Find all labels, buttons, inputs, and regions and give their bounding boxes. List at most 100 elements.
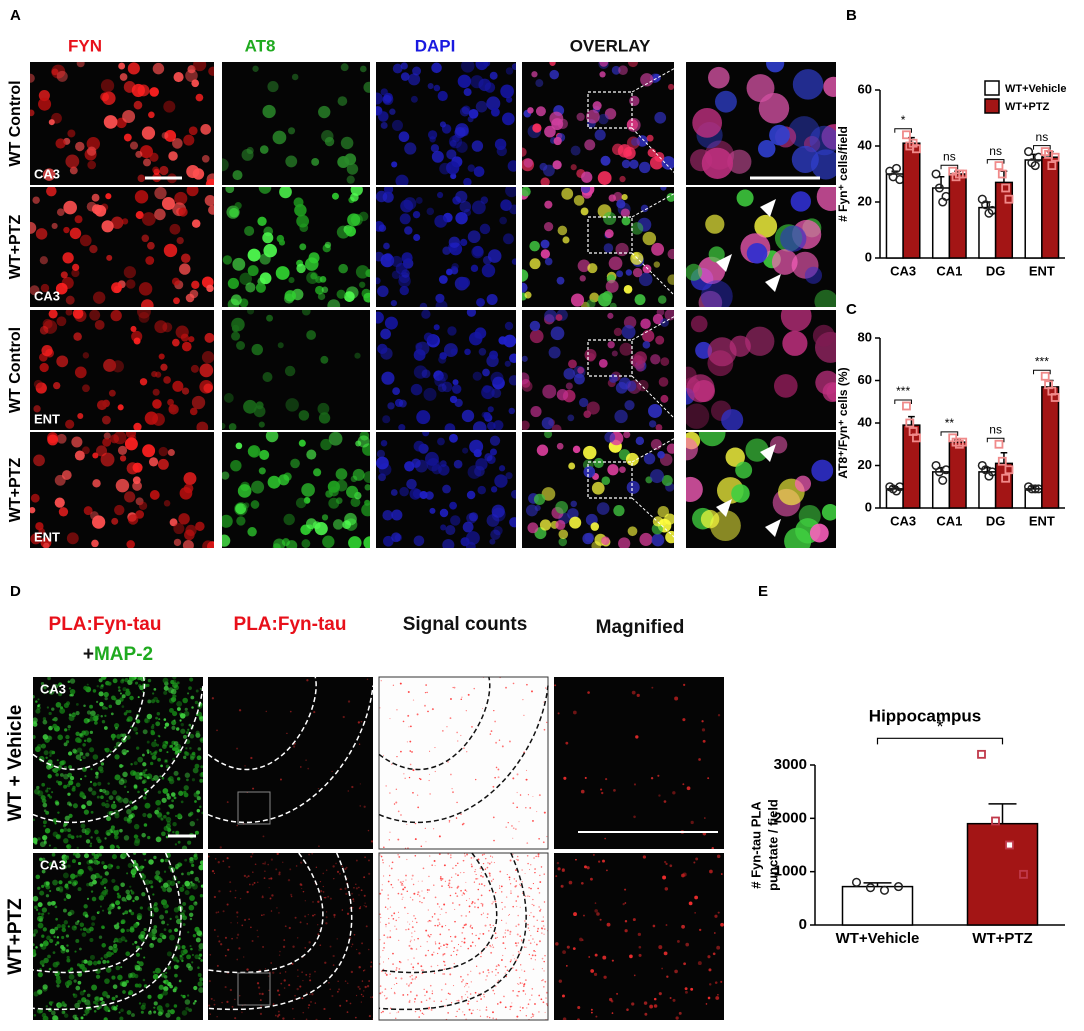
cell — [137, 983, 142, 988]
cell — [331, 994, 334, 998]
cell — [686, 263, 703, 281]
region-label: CA3 — [34, 288, 60, 303]
cell — [798, 504, 821, 528]
cell — [143, 956, 146, 959]
cell — [537, 887, 539, 890]
cell — [534, 951, 536, 953]
cell — [485, 1006, 488, 1008]
cell — [449, 717, 452, 720]
cell — [115, 900, 121, 906]
cell — [188, 336, 195, 343]
cell — [633, 783, 637, 786]
cell — [538, 892, 541, 894]
cell — [512, 990, 514, 992]
cell — [572, 947, 576, 951]
cell — [294, 994, 296, 997]
cell — [379, 854, 381, 856]
cell — [521, 969, 523, 971]
panel-label: E — [758, 583, 768, 600]
cell — [490, 486, 498, 493]
cell — [438, 275, 448, 284]
cell — [463, 937, 466, 940]
cell — [390, 987, 392, 989]
cell — [543, 811, 546, 814]
y-tick-label: 80 — [858, 329, 872, 344]
cell — [529, 942, 532, 945]
cell — [708, 968, 712, 972]
cell — [470, 945, 473, 948]
cell — [118, 1011, 121, 1014]
cell — [103, 886, 107, 889]
cell — [504, 936, 507, 938]
cell — [590, 1008, 593, 1011]
cell — [436, 191, 444, 199]
cell — [413, 535, 425, 547]
cell — [452, 686, 454, 689]
cell — [243, 874, 247, 877]
cell — [111, 282, 123, 294]
cell — [480, 894, 483, 897]
cell — [504, 906, 506, 908]
cell — [200, 765, 203, 769]
cell — [638, 945, 642, 949]
column-header: Signal counts — [403, 614, 528, 635]
cell — [33, 991, 39, 997]
cell — [469, 926, 472, 928]
cell — [619, 466, 626, 473]
cell — [48, 119, 55, 126]
cell — [592, 853, 595, 856]
cell — [213, 999, 215, 1002]
cell — [63, 200, 77, 215]
cell — [199, 687, 202, 690]
cell — [89, 310, 101, 321]
cell — [199, 977, 203, 982]
cell — [391, 532, 401, 543]
cell — [565, 741, 569, 745]
cell — [136, 771, 140, 775]
cell — [447, 326, 457, 336]
cell — [279, 972, 282, 974]
cell — [306, 923, 308, 925]
cell — [621, 216, 631, 226]
cell — [238, 947, 241, 950]
cell — [682, 718, 686, 722]
cell — [465, 881, 467, 883]
cell — [77, 972, 83, 977]
cell — [42, 984, 48, 990]
cell — [220, 943, 223, 946]
cell — [96, 774, 99, 777]
cell — [493, 993, 496, 995]
cell — [169, 934, 175, 941]
cell — [524, 291, 532, 299]
cell — [314, 914, 316, 916]
cell — [527, 522, 539, 534]
cell — [391, 763, 393, 765]
cell — [111, 216, 124, 229]
cell — [169, 917, 172, 921]
cell — [530, 1016, 532, 1019]
cell — [126, 872, 129, 875]
cell — [511, 63, 516, 71]
cell — [509, 930, 512, 933]
cell — [519, 883, 521, 886]
region-outline — [32, 676, 146, 771]
micrograph — [222, 310, 370, 430]
cell — [544, 257, 553, 266]
cell — [150, 885, 154, 889]
cell — [443, 903, 446, 906]
cell — [90, 768, 93, 771]
cell — [423, 1013, 425, 1015]
cell — [121, 705, 125, 708]
cell — [39, 256, 48, 265]
micrograph — [376, 432, 516, 548]
y-tick-label: 2000 — [774, 809, 807, 826]
cell — [234, 998, 236, 1001]
cell — [222, 860, 225, 863]
cell — [179, 956, 184, 961]
cell — [124, 939, 128, 943]
cell — [346, 982, 349, 984]
cell — [447, 992, 450, 995]
cell — [43, 542, 50, 548]
cell — [392, 63, 403, 74]
cell — [545, 687, 547, 689]
